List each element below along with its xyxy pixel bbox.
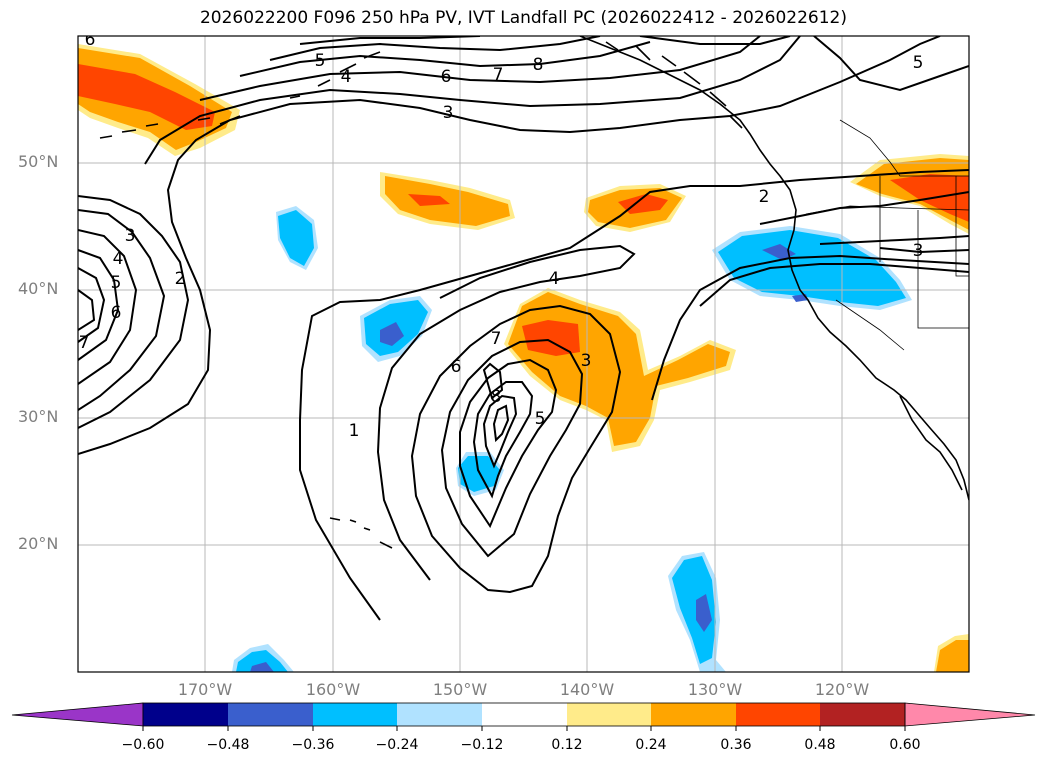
colorbar-segment: [820, 703, 905, 726]
lon-label: 170°W: [177, 680, 233, 699]
colorbar-tick-label: −0.60: [121, 737, 165, 753]
lon-label: 140°W: [559, 680, 615, 699]
colorbar-tick-label: 0.60: [889, 737, 921, 753]
lon-label: 120°W: [814, 680, 870, 699]
contour-label: 1: [349, 421, 360, 441]
colorbar-tick-label: 0.12: [551, 737, 583, 753]
contour-label: 8: [491, 387, 502, 407]
colorbar: [11, 702, 1036, 731]
ivt-anomaly-fill: [78, 44, 969, 672]
contour-label: 3: [125, 226, 136, 246]
colorbar-tick-label: −0.24: [375, 737, 419, 753]
coastlines: [99, 36, 969, 549]
colorbar-segment: [228, 703, 313, 726]
contour-label: 2: [759, 187, 770, 207]
colorbar-tick-label: −0.12: [460, 737, 504, 753]
contour-label: 3: [581, 351, 592, 371]
colorbar-extend-high: [904, 702, 1036, 727]
contour-label: 6: [111, 303, 122, 323]
colorbar-tick-label: −0.48: [206, 737, 250, 753]
lat-label: 50°N: [18, 152, 59, 171]
map-frame: [77, 35, 970, 673]
colorbar-segment: [397, 703, 482, 726]
contour-label: 6: [441, 67, 452, 87]
contour-label: 5: [535, 409, 546, 429]
colorbar-tick-label: −0.36: [291, 737, 335, 753]
colorbar-tick-label: 0.24: [635, 737, 667, 753]
contour-label-group: 6 5 4 6 7 8 3 5 2 3 3 4 5 6 2 7 4 7 6 8 …: [79, 30, 924, 441]
contour-label: 2: [175, 269, 186, 289]
colorbar-segment: [651, 703, 736, 726]
lat-label: 40°N: [18, 279, 59, 298]
contour-label: 5: [315, 51, 326, 71]
contour-label: 4: [113, 249, 124, 269]
contour-label: 3: [913, 241, 924, 261]
lon-label: 150°W: [432, 680, 488, 699]
graticule: [78, 36, 969, 672]
colorbar-tick-label: 0.48: [804, 737, 836, 753]
contour-label: 3: [443, 103, 454, 123]
colorbar-segment: [736, 703, 820, 726]
contour-label: 5: [111, 273, 122, 293]
contour-label: 4: [549, 269, 560, 289]
contour-label: 5: [913, 53, 924, 73]
map-title: 2026022200 F096 250 hPa PV, IVT Landfall…: [199, 8, 847, 28]
colorbar-segment: [567, 703, 651, 726]
lat-label: 30°N: [18, 407, 59, 426]
contour-label: 6: [451, 357, 462, 377]
pv-contours: [78, 36, 969, 621]
contour-label: 7: [491, 329, 502, 349]
colorbar-segment: [313, 703, 397, 726]
contour-label: 8: [533, 55, 544, 75]
colorbar-tick-label: 0.36: [720, 737, 752, 753]
lat-label: 20°N: [18, 534, 59, 553]
colorbar-segment: [482, 703, 567, 726]
contour-label: 7: [493, 65, 504, 85]
lon-label: 160°W: [305, 680, 361, 699]
contour-label: 7: [79, 333, 90, 353]
contour-label: 4: [341, 67, 352, 87]
contour-label: 6: [85, 30, 96, 50]
lon-label: 130°W: [687, 680, 743, 699]
colorbar-segment: [143, 703, 228, 726]
colorbar-extend-low: [11, 702, 144, 727]
